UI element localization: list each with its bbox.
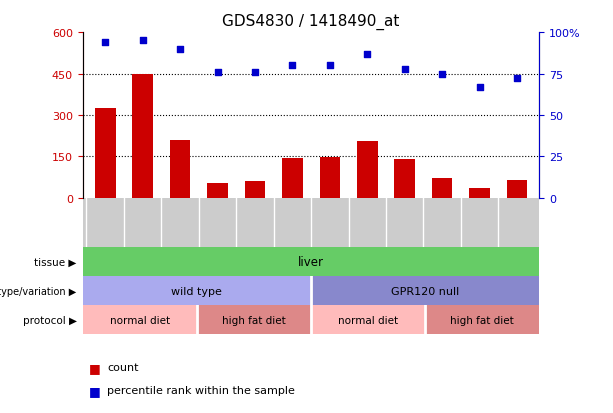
Bar (83, 277, 311, 306)
Bar (470, 189, 490, 198)
Point (101, 40, 110, 46)
Text: ■: ■ (89, 361, 101, 374)
Text: count: count (107, 363, 139, 373)
Bar (394, 160, 415, 198)
Text: high fat diet: high fat diet (451, 315, 514, 325)
Bar (245, 182, 265, 198)
Bar (507, 180, 527, 198)
Bar (170, 140, 191, 198)
Text: normal diet: normal diet (110, 315, 170, 325)
Text: normal diet: normal diet (338, 315, 398, 325)
Point (512, 76, 522, 83)
Title: GDS4830 / 1418490_at: GDS4830 / 1418490_at (223, 14, 400, 30)
Point (287, 63, 297, 69)
Bar (95, 109, 115, 198)
Bar (83, 306, 197, 335)
Text: percentile rank within the sample: percentile rank within the sample (107, 385, 295, 395)
Bar (282, 158, 303, 198)
Point (474, 84, 484, 91)
Text: GPR120 null: GPR120 null (391, 286, 459, 296)
Bar (432, 179, 452, 198)
Bar (197, 306, 311, 335)
Bar (311, 277, 539, 306)
Text: ■: ■ (89, 384, 101, 397)
Text: genotype/variation ▶: genotype/variation ▶ (0, 286, 77, 296)
Point (213, 69, 223, 76)
Text: high fat diet: high fat diet (222, 315, 286, 325)
Point (362, 51, 372, 58)
Bar (132, 74, 153, 198)
Bar (207, 183, 228, 198)
Bar (357, 142, 378, 198)
Bar (311, 306, 425, 335)
Bar (319, 157, 340, 198)
Point (250, 69, 260, 76)
Bar (425, 306, 539, 335)
Point (138, 38, 148, 45)
Text: protocol ▶: protocol ▶ (23, 315, 77, 325)
Point (325, 63, 335, 69)
Point (175, 46, 185, 53)
Text: wild type: wild type (172, 286, 223, 296)
Text: tissue ▶: tissue ▶ (34, 257, 77, 267)
Point (437, 71, 447, 78)
Point (400, 66, 409, 73)
Text: liver: liver (298, 256, 324, 269)
